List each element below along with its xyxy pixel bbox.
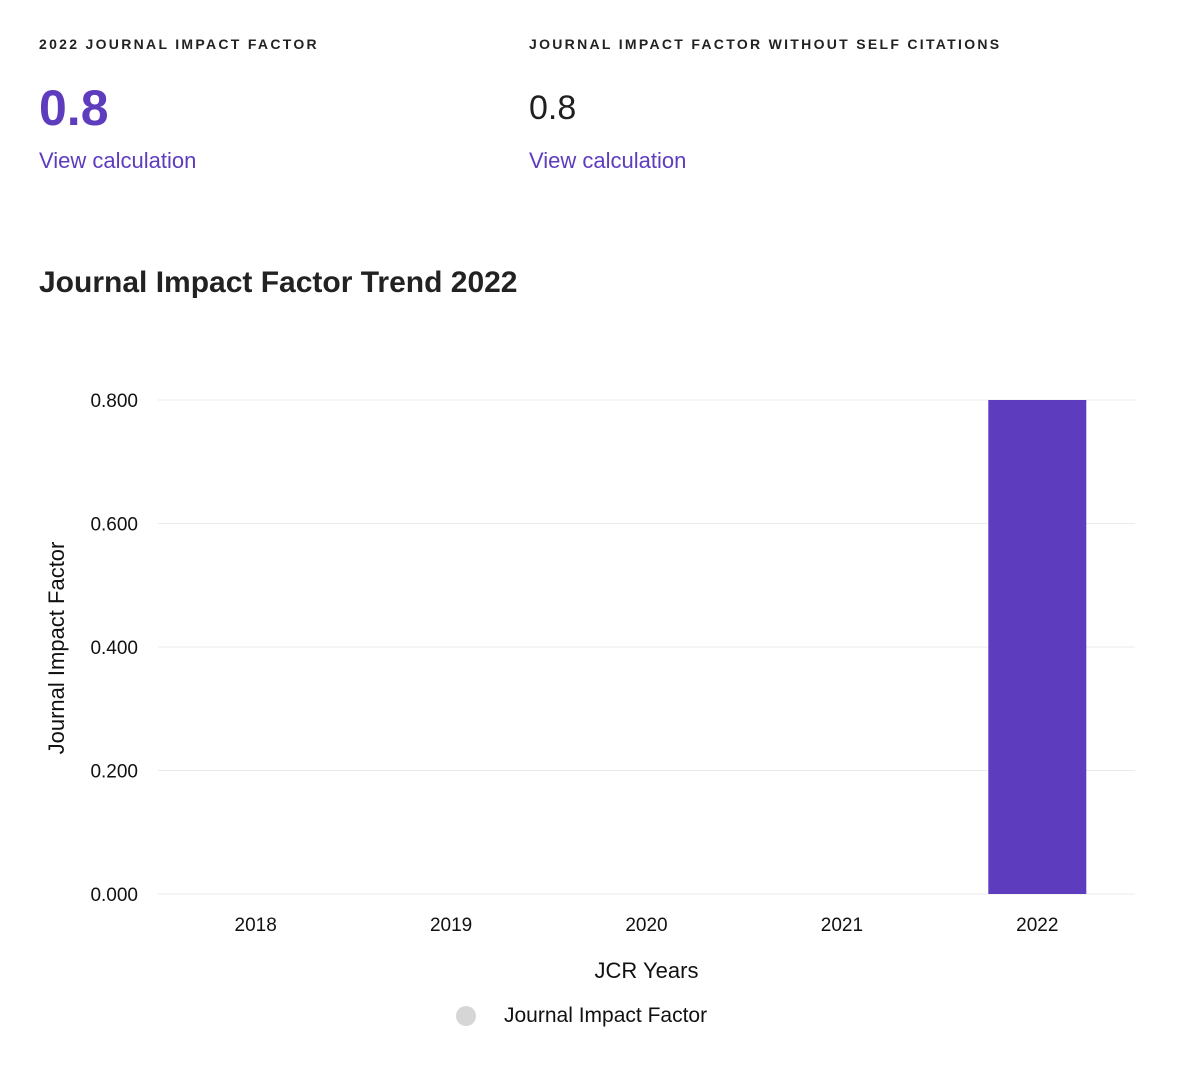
jif-label: 2022 JOURNAL IMPACT FACTOR <box>39 36 319 52</box>
jif-without-self-citations-value: 0.8 <box>529 89 577 127</box>
y-tick-label-1: 0.200 <box>90 762 138 783</box>
y-tick-label-3: 0.600 <box>90 515 138 536</box>
jif-without-self-citations-view-calculation-link[interactable]: View calculation <box>529 148 687 173</box>
y-tick-label-0: 0.000 <box>90 885 138 906</box>
x-tick-label-2022: 2022 <box>1016 915 1058 936</box>
bar-2022 <box>988 400 1087 894</box>
chart-title: Journal Impact Factor Trend 2022 <box>39 266 518 299</box>
legend-swatch-icon <box>456 1006 476 1026</box>
jif-metric: 2022 JOURNAL IMPACT FACTOR 0.8 View calc… <box>39 36 319 174</box>
jif-without-self-citations-metric: JOURNAL IMPACT FACTOR WITHOUT SELF CITAT… <box>529 36 1001 174</box>
x-tick-label-2021: 2021 <box>821 915 863 936</box>
legend-label: Journal Impact Factor <box>504 1004 708 1027</box>
y-axis-label: Journal Impact Factor <box>44 542 69 755</box>
x-tick-label-2020: 2020 <box>625 915 667 936</box>
y-tick-label-2: 0.400 <box>90 638 138 659</box>
x-tick-label-2019: 2019 <box>430 915 472 936</box>
y-tick-label-4: 0.800 <box>90 391 138 412</box>
chart-legend[interactable]: Journal Impact Factor <box>456 1004 707 1028</box>
jif-without-self-citations-label: JOURNAL IMPACT FACTOR WITHOUT SELF CITAT… <box>529 36 1002 52</box>
jif-value: 0.8 <box>39 80 109 136</box>
jif-view-calculation-link[interactable]: View calculation <box>39 148 197 173</box>
x-tick-label-2018: 2018 <box>235 915 277 936</box>
x-axis-label: JCR Years <box>595 958 699 983</box>
